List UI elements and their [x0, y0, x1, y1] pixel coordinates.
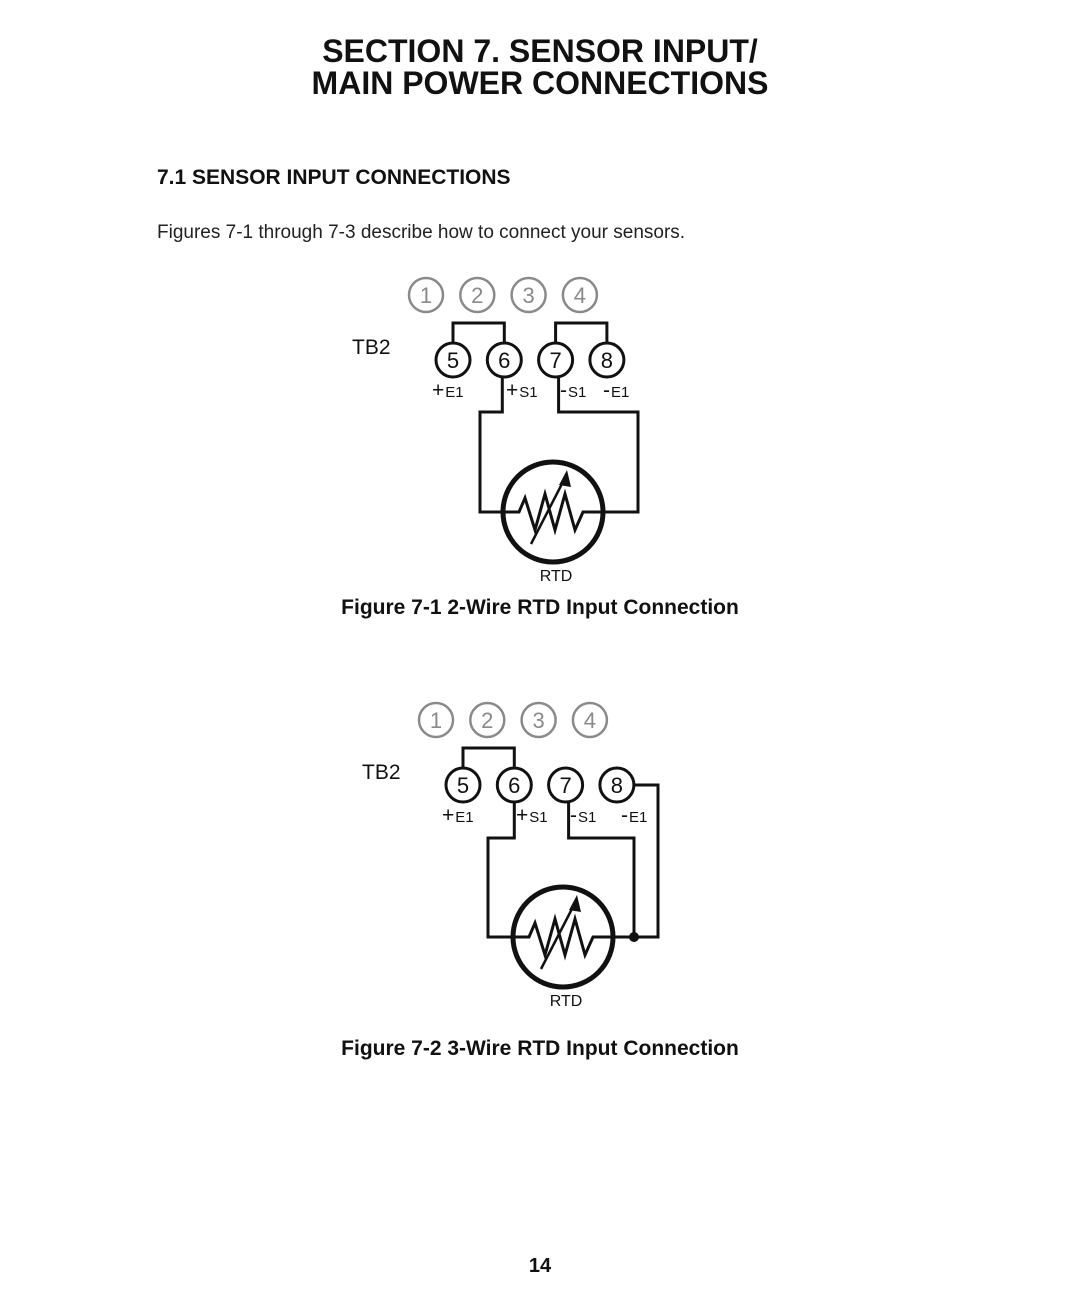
- pin-name: S1: [578, 809, 596, 826]
- wire: [567, 802, 636, 937]
- pin-label: -E1: [603, 379, 629, 402]
- jumper: [451, 321, 506, 343]
- sensor-label: RTD: [540, 568, 573, 585]
- title-line: MAIN POWER CONNECTIONS: [312, 65, 769, 101]
- pin-name: E1: [445, 384, 463, 401]
- terminal-number: 8: [601, 348, 613, 373]
- figure-caption: Figure 7-1 2-Wire RTD Input Connection: [341, 596, 739, 619]
- pin-name: S1: [568, 384, 586, 401]
- arrow-shaft: [529, 477, 567, 545]
- terminal-unused: [571, 701, 609, 739]
- pin-label: +S1: [506, 379, 538, 402]
- pin-sign: +: [432, 379, 444, 402]
- terminal-number: 3: [522, 283, 534, 308]
- arrow-shaft: [539, 902, 577, 970]
- terminal-number: 2: [481, 708, 493, 733]
- terminal-unused: [407, 276, 445, 314]
- pin-label: -S1: [570, 804, 596, 827]
- pin-sign: -: [603, 379, 610, 402]
- terminal: [444, 766, 482, 804]
- section-heading: 7.1 SENSOR INPUT CONNECTIONS: [157, 166, 511, 189]
- pin-sign: -: [570, 804, 577, 827]
- resistor: [503, 488, 603, 536]
- pin-name: E1: [455, 809, 473, 826]
- terminal-number: 1: [430, 708, 442, 733]
- pin-name: S1: [529, 809, 547, 826]
- pin-label: +E1: [432, 379, 464, 402]
- pin-name: E1: [629, 809, 647, 826]
- terminal-unused: [417, 701, 455, 739]
- intro-text: Figures 7-1 through 7-3 describe how to …: [157, 222, 685, 243]
- terminal-unused: [561, 276, 599, 314]
- pin-sign: -: [560, 379, 567, 402]
- page-number: 14: [529, 1255, 552, 1277]
- pin-label: -E1: [621, 804, 647, 827]
- block-label: TB2: [352, 336, 391, 359]
- pin-sign: -: [621, 804, 628, 827]
- terminal-number: 6: [498, 348, 510, 373]
- wire: [478, 377, 504, 514]
- terminal-number: 4: [574, 283, 586, 308]
- terminal: [588, 341, 626, 379]
- terminal-unused: [459, 276, 496, 314]
- pin-label: +S1: [516, 804, 548, 827]
- figure-caption: Figure 7-2 3-Wire RTD Input Connection: [341, 1037, 739, 1060]
- pin-sign: +: [516, 804, 528, 827]
- pin-name: E1: [611, 384, 629, 401]
- terminal-number: 7: [559, 773, 571, 798]
- pin-name: S1: [519, 384, 537, 401]
- terminal-number: 5: [457, 773, 469, 798]
- terminal-number: 4: [584, 708, 596, 733]
- terminal-unused: [520, 701, 557, 739]
- terminal-number: 3: [532, 708, 544, 733]
- block-label: TB2: [362, 761, 401, 784]
- terminal-number: 8: [611, 773, 623, 798]
- arrow-head: [569, 895, 581, 912]
- terminal-number: 1: [420, 283, 432, 308]
- terminal-number: 5: [447, 348, 459, 373]
- pin-sign: +: [442, 804, 454, 827]
- pin-label: +E1: [442, 804, 474, 827]
- sensor-label: RTD: [550, 993, 583, 1010]
- pin-label: -S1: [560, 379, 586, 402]
- title-line: SECTION 7. SENSOR INPUT/: [322, 33, 758, 69]
- terminal: [485, 341, 523, 379]
- jumper: [461, 746, 516, 768]
- terminal: [537, 341, 575, 379]
- resistor: [513, 913, 613, 961]
- wire: [486, 802, 516, 939]
- terminal-number: 2: [471, 283, 483, 308]
- terminal-number: 6: [508, 773, 520, 798]
- terminal: [434, 341, 472, 379]
- terminal: [547, 766, 585, 804]
- terminal-number: 7: [549, 348, 561, 373]
- wire: [557, 377, 640, 514]
- terminal-unused: [510, 276, 547, 314]
- jumper: [554, 321, 609, 343]
- junction: [629, 932, 639, 942]
- terminal-unused: [469, 701, 506, 739]
- pin-sign: +: [506, 379, 518, 402]
- arrow-head: [559, 470, 571, 487]
